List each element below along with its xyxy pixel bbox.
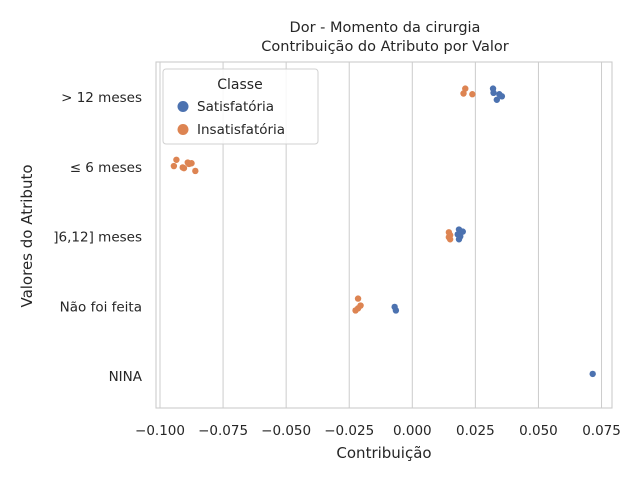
data-point-insatisfatoria bbox=[173, 156, 180, 163]
data-point-satisfatoria bbox=[493, 96, 501, 103]
data-point-insatisfatoria bbox=[469, 91, 476, 98]
y-axis-label: Valores do Atributo bbox=[18, 164, 36, 307]
x-tick-label: −0.050 bbox=[261, 423, 311, 439]
x-tick-label: 0.000 bbox=[393, 423, 432, 439]
series-satisfatoria bbox=[391, 85, 596, 378]
y-tick-label: Não foi feita bbox=[60, 299, 142, 315]
chart-title: Dor - Momento da cirurgia bbox=[290, 20, 481, 36]
legend-title: Classe bbox=[217, 77, 262, 93]
data-point-satisfatoria bbox=[498, 93, 506, 100]
chart-subtitle: Contribuição do Atributo por Valor bbox=[261, 39, 508, 55]
y-tick-label: ]6,12] meses bbox=[53, 230, 142, 246]
data-point-insatisfatoria bbox=[354, 295, 362, 302]
data-point-satisfatoria bbox=[392, 307, 400, 314]
x-axis-label: Contribuição bbox=[336, 444, 431, 462]
x-tick-label: −0.100 bbox=[135, 423, 185, 439]
data-point-insatisfatoria bbox=[180, 164, 188, 172]
data-point-insatisfatoria bbox=[192, 167, 199, 175]
axis-ticks: −0.100 −0.075 −0.050 −0.025 0.000 0.025 0.050 0… bbox=[53, 90, 621, 439]
legend-box bbox=[162, 68, 319, 145]
data-point-satisfatoria bbox=[589, 370, 596, 378]
data-point-insatisfatoria bbox=[185, 160, 193, 168]
plot-frame bbox=[155, 61, 613, 409]
y-tick-label: ≤ 6 meses bbox=[70, 160, 142, 176]
x-tick-label: 0.050 bbox=[519, 423, 558, 439]
data-point-insatisfatoria bbox=[170, 162, 178, 170]
data-point-insatisfatoria bbox=[460, 90, 467, 97]
series-insatisfatoria bbox=[170, 85, 476, 314]
data-point-insatisfatoria bbox=[462, 85, 469, 92]
x-tick-label: 0.025 bbox=[456, 423, 495, 439]
legend-marker-satisfatoria bbox=[177, 101, 189, 112]
data-point-satisfatoria bbox=[459, 228, 466, 235]
data-point-satisfatoria bbox=[455, 236, 463, 243]
data-point-satisfatoria bbox=[490, 89, 497, 97]
data-point-insatisfatoria bbox=[352, 307, 359, 314]
x-tick-label: −0.075 bbox=[198, 423, 248, 439]
data-points bbox=[170, 85, 596, 378]
legend-label-insatisfatoria: Insatisfatória bbox=[197, 122, 285, 138]
legend-marker-insatisfatoria bbox=[177, 124, 189, 135]
legend: Classe Satisfatória Insatisfatória bbox=[162, 68, 319, 145]
x-tick-label: 0.075 bbox=[582, 423, 621, 439]
data-point-insatisfatoria bbox=[446, 236, 454, 243]
legend-label-satisfatoria: Satisfatória bbox=[197, 99, 274, 115]
y-tick-label: > 12 meses bbox=[61, 90, 142, 106]
x-tick-label: −0.025 bbox=[324, 423, 374, 439]
y-tick-label: NINA bbox=[109, 369, 143, 385]
